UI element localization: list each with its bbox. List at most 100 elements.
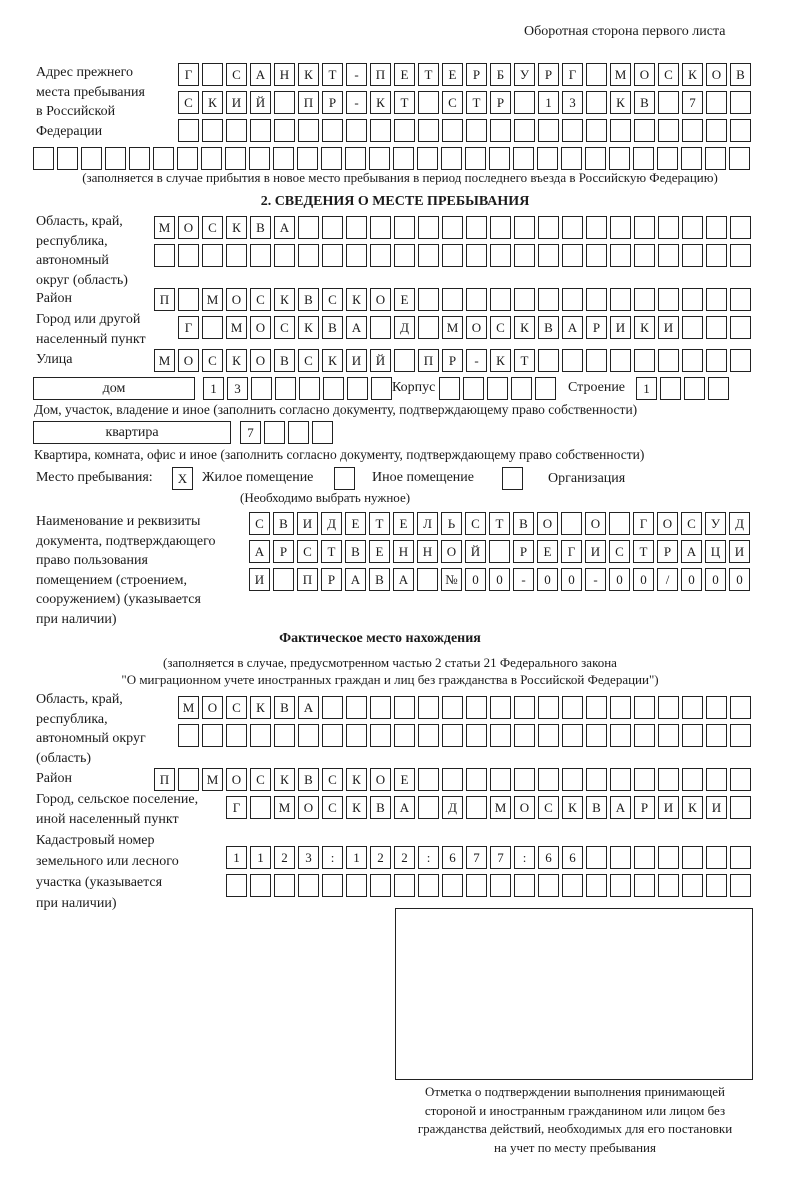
char-cell[interactable] [682,349,703,372]
char-cell[interactable]: : [418,846,439,869]
char-cell[interactable] [706,696,727,719]
char-cell[interactable] [634,768,655,791]
char-cell[interactable]: 2 [370,846,391,869]
char-cell[interactable]: Н [393,540,414,563]
char-cell[interactable] [202,119,223,142]
char-cell[interactable] [323,377,344,400]
char-cell[interactable] [226,724,247,747]
char-cell[interactable]: К [346,768,367,791]
char-cell[interactable]: А [249,540,270,563]
char-cell[interactable]: А [394,796,415,819]
char-cell[interactable] [490,216,511,239]
char-cell[interactable] [730,724,751,747]
char-cell[interactable]: К [250,696,271,719]
char-cell[interactable]: О [226,768,247,791]
char-cell[interactable] [562,768,583,791]
char-cell[interactable] [538,349,559,372]
char-cell[interactable] [634,349,655,372]
char-cell[interactable] [346,244,367,267]
char-cell[interactable]: Е [537,540,558,563]
char-cell[interactable]: / [657,568,678,591]
char-cell[interactable]: М [490,796,511,819]
char-cell[interactable]: 1 [538,91,559,114]
char-cell[interactable]: : [514,846,535,869]
char-cell[interactable]: Ц [705,540,726,563]
char-cell[interactable] [730,288,751,311]
char-cell[interactable] [634,216,655,239]
char-cell[interactable] [514,244,535,267]
char-cell[interactable] [226,119,247,142]
char-cell[interactable] [610,216,631,239]
char-cell[interactable]: Р [321,568,342,591]
char-cell[interactable] [394,216,415,239]
char-cell[interactable]: С [202,349,223,372]
char-cell[interactable]: Р [634,796,655,819]
char-cell[interactable] [275,377,296,400]
char-cell[interactable] [417,568,438,591]
char-cell[interactable] [586,349,607,372]
char-cell[interactable]: Т [466,91,487,114]
char-cell[interactable] [418,874,439,897]
char-cell[interactable]: О [634,63,655,86]
char-cell[interactable] [489,147,510,170]
char-cell[interactable]: - [585,568,606,591]
char-cell[interactable] [538,119,559,142]
char-cell[interactable]: С [202,216,223,239]
char-cell[interactable] [250,796,271,819]
char-cell[interactable]: Н [417,540,438,563]
char-cell[interactable]: О [202,696,223,719]
char-cell[interactable] [682,216,703,239]
char-cell[interactable]: С [250,768,271,791]
char-cell[interactable] [562,288,583,311]
char-cell[interactable]: Т [321,540,342,563]
char-cell[interactable]: С [490,316,511,339]
char-cell[interactable] [490,119,511,142]
char-cell[interactable]: № [441,568,462,591]
char-cell[interactable]: О [466,316,487,339]
char-cell[interactable] [562,216,583,239]
char-cell[interactable] [490,288,511,311]
char-cell[interactable] [705,147,726,170]
char-cell[interactable]: - [466,349,487,372]
char-cell[interactable] [298,119,319,142]
char-cell[interactable] [322,724,343,747]
char-cell[interactable] [658,244,679,267]
char-cell[interactable]: И [297,512,318,535]
char-cell[interactable]: Р [273,540,294,563]
char-cell[interactable]: О [178,216,199,239]
char-cell[interactable]: Г [562,63,583,86]
char-cell[interactable] [586,91,607,114]
char-cell[interactable] [730,349,751,372]
char-cell[interactable]: Й [465,540,486,563]
char-cell[interactable] [586,696,607,719]
char-cell[interactable] [562,349,583,372]
char-cell[interactable] [610,349,631,372]
char-cell[interactable]: П [154,768,175,791]
char-cell[interactable]: А [562,316,583,339]
char-cell[interactable]: 7 [466,846,487,869]
char-cell[interactable] [154,244,175,267]
char-cell[interactable] [202,244,223,267]
char-cell[interactable] [322,216,343,239]
char-cell[interactable] [682,244,703,267]
char-cell[interactable]: С [226,696,247,719]
char-cell[interactable] [487,377,508,400]
char-cell[interactable] [514,874,535,897]
char-cell[interactable]: 6 [538,846,559,869]
char-cell[interactable]: В [345,540,366,563]
char-cell[interactable]: 7 [240,421,261,444]
char-cell[interactable] [274,119,295,142]
char-cell[interactable] [610,244,631,267]
char-cell[interactable] [514,288,535,311]
char-cell[interactable]: В [730,63,751,86]
char-cell[interactable]: А [610,796,631,819]
char-cell[interactable]: К [682,63,703,86]
char-cell[interactable] [586,846,607,869]
char-cell[interactable]: П [154,288,175,311]
char-cell[interactable] [561,147,582,170]
char-cell[interactable]: С [681,512,702,535]
char-cell[interactable]: О [370,768,391,791]
char-cell[interactable] [369,147,390,170]
char-cell[interactable]: И [226,91,247,114]
char-cell[interactable] [586,244,607,267]
